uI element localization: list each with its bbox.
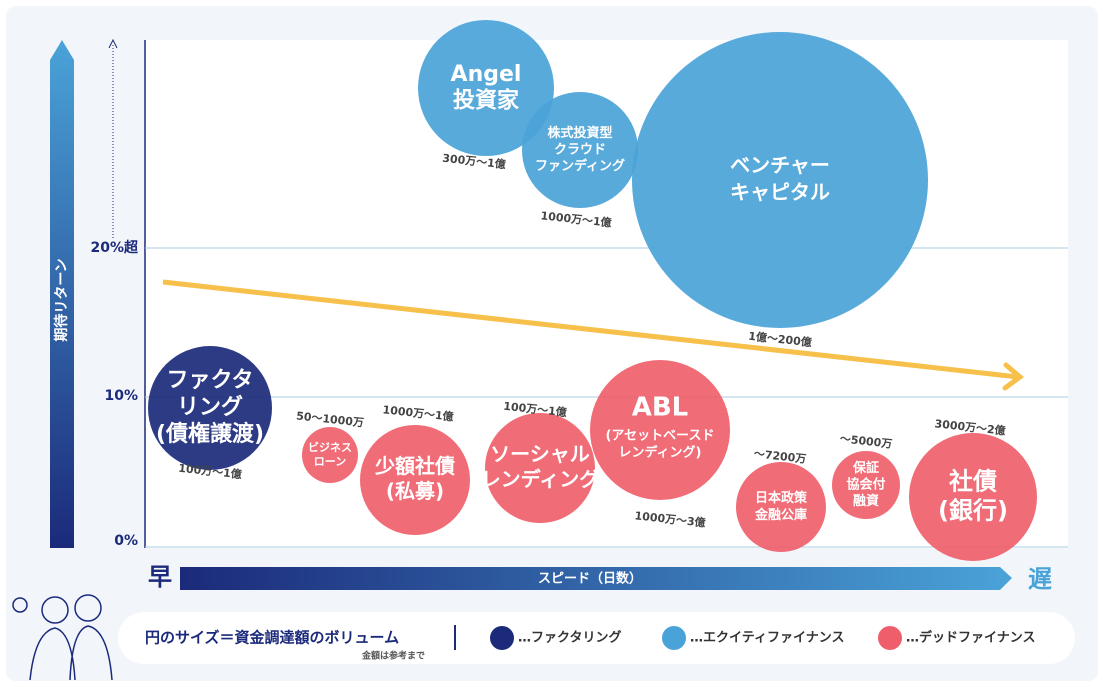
bubble-label: 融資 <box>853 493 879 509</box>
bubble-label: 協会付 <box>846 477 885 493</box>
bubble-label: レンディング <box>481 467 600 491</box>
bubble-label: ビジネス <box>308 440 352 454</box>
legend-swatch <box>662 626 686 650</box>
bubble-label: (債権譲渡) <box>156 421 264 447</box>
bubble-label: (私募) <box>386 479 444 503</box>
bubble-label: (銀行) <box>938 497 1008 525</box>
legend-label: …エクイティファイナンス <box>690 631 844 646</box>
y-tick-label: 20%超 <box>90 239 139 256</box>
legend-title: 円のサイズ＝資金調達額のボリューム <box>145 629 399 647</box>
bubble-label: ABL <box>632 393 689 423</box>
legend-swatch <box>490 626 514 650</box>
x-start: 早 <box>148 563 172 591</box>
bubble-label: ローン <box>314 455 346 468</box>
legend-swatch <box>878 626 902 650</box>
bubble-label: キャピタル <box>730 180 830 204</box>
bubble-label: 株式投資型 <box>547 125 612 141</box>
bubble-label: リング <box>177 394 243 420</box>
bubble-label: 日本政策 <box>755 490 808 506</box>
bubble-label: ソーシャル <box>490 442 590 466</box>
diagram: 期待リターン 0% 10% 20%超 スピード（日数） 早 遅 Angel投資家… <box>0 0 1104 687</box>
x-end: 遅 <box>1028 565 1052 593</box>
bubble-label: クラウド <box>554 143 606 158</box>
bubble-label: ファクタ <box>166 368 253 393</box>
bubble-label: 金融公庫 <box>754 507 807 523</box>
y-tick-label: 10% <box>104 388 138 404</box>
bubble-label: レンディング) <box>618 445 701 461</box>
x-title: スピード（日数） <box>538 571 642 587</box>
y-tick-label: 0% <box>114 533 138 549</box>
bubble-label: ベンチャー <box>730 153 830 177</box>
bubble-label: 少額社債 <box>374 454 455 478</box>
bubble-label: 社債 <box>949 467 997 495</box>
bubble-label: 投資家 <box>453 87 520 113</box>
legend-label: …デッドファイナンス <box>906 630 1035 646</box>
legend-label: …ファクタリング <box>518 630 621 646</box>
bubble-label: Angel <box>451 62 522 87</box>
legend-note: 金額は参考まで <box>361 650 425 662</box>
bubble-label: ファンディング <box>535 158 625 174</box>
y-title: 期待リターン <box>53 258 70 341</box>
bubble-label: 保証 <box>852 460 879 476</box>
bubble-label: (アセットベースド <box>605 429 714 444</box>
